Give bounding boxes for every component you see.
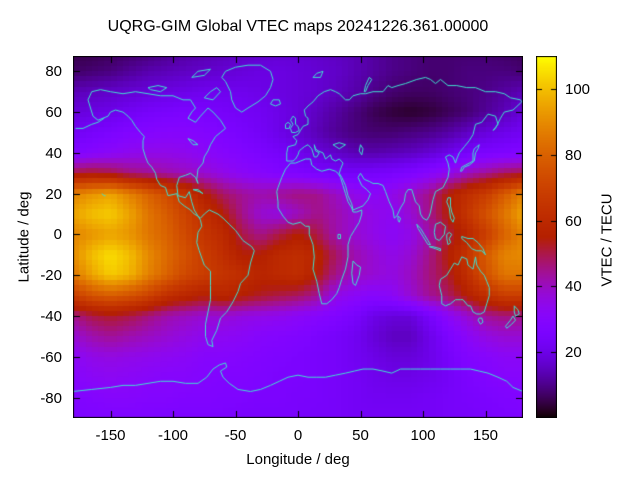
x-tick-label: 50: [352, 427, 369, 444]
y-tick-label: 0: [53, 226, 62, 244]
colorbar-tick-label: 100: [565, 80, 591, 98]
x-tick-label: -150: [95, 427, 126, 444]
colorbar-tick-label: 80: [565, 146, 582, 164]
colorbar-label: VTEC / TECU: [598, 193, 616, 287]
chart-title: UQRG-GIM Global VTEC maps 20241226.361.0…: [107, 18, 489, 35]
y-tick-label: -80: [40, 389, 62, 407]
x-tick-label: 0: [293, 427, 303, 444]
y-tick-label: -60: [40, 348, 62, 366]
colorbar-tick-label: 40: [565, 278, 582, 296]
y-tick-label: -40: [40, 308, 62, 326]
x-tick-label: -50: [224, 427, 247, 444]
y-tick-label: 20: [45, 185, 62, 203]
colorbar-tick-label: 20: [565, 344, 582, 362]
x-axis-label: Longitude / deg: [246, 451, 350, 468]
x-tick-label: -100: [157, 427, 189, 444]
colorbar-canvas: [536, 56, 557, 418]
y-tick-label: 80: [45, 63, 62, 81]
vtec-heatmap-canvas: [73, 56, 523, 418]
y-tick-label: 40: [45, 144, 62, 162]
y-tick-label: -20: [40, 267, 62, 285]
x-tick-label: 100: [410, 427, 436, 444]
x-tick-label: 150: [472, 427, 499, 444]
y-tick-label: 60: [45, 104, 62, 122]
colorbar-tick-label: 60: [565, 212, 582, 230]
